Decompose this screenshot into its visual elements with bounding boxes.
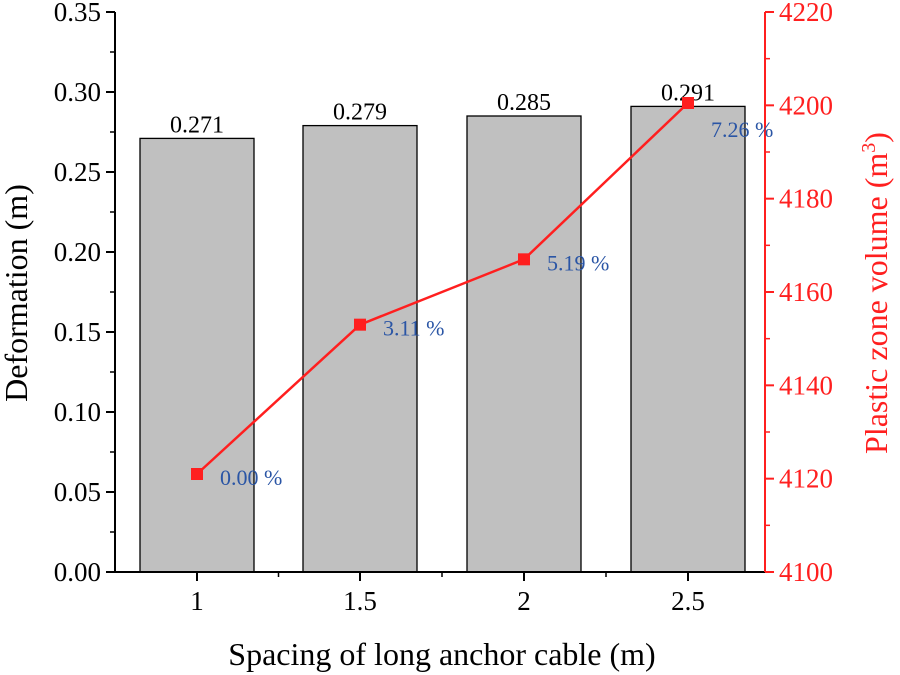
y-axis-right-title-close: ) bbox=[858, 132, 894, 143]
line-percent-label: 7.26 % bbox=[711, 117, 773, 142]
x-tick-label: 2 bbox=[517, 586, 531, 616]
y-axis-left-title: Deformation (m) bbox=[0, 184, 34, 402]
y-right-tick-label: 4120 bbox=[779, 464, 833, 494]
y-left-tick-label: 0.30 bbox=[54, 77, 101, 107]
line-percent-label: 0.00 % bbox=[220, 465, 282, 490]
y-left-tick-label: 0.00 bbox=[54, 557, 101, 587]
bar-2.5 bbox=[630, 105, 746, 573]
bar-labels-layer: 0.271 0.279 0.285 0.291 bbox=[170, 80, 715, 138]
y-axis-right-title: Plastic zone volume (m3) bbox=[858, 132, 894, 454]
line-marker-2 bbox=[518, 253, 530, 266]
plastic-zone-line bbox=[196, 102, 689, 475]
y-left-tick-label: 0.25 bbox=[54, 157, 101, 187]
bar-value-label: 0.279 bbox=[333, 100, 387, 126]
y-axis-right-title-main: Plastic zone volume (m bbox=[858, 153, 894, 454]
y-left-tick-label: 0.35 bbox=[54, 0, 101, 27]
bar-2 bbox=[466, 115, 582, 573]
y-right-tick-label: 4200 bbox=[779, 90, 833, 120]
bar-value-label: 0.285 bbox=[497, 90, 551, 116]
line-percent-label: 5.19 % bbox=[547, 250, 609, 275]
line-layer bbox=[191, 97, 694, 480]
x-axis-title: Spacing of long anchor cable (m) bbox=[228, 636, 655, 672]
x-tick-label: 2.5 bbox=[671, 586, 705, 616]
y-left-tick-label: 0.15 bbox=[54, 317, 101, 347]
y-left-tick-label: 0.05 bbox=[54, 477, 101, 507]
bar-1.5 bbox=[302, 124, 418, 573]
y-right-tick-label: 4100 bbox=[779, 557, 833, 587]
y-right-tick-label: 4140 bbox=[779, 370, 833, 400]
pct-labels-layer: 0.00 % 3.11 % 5.19 % 7.26 % bbox=[220, 117, 773, 490]
bars-layer bbox=[139, 105, 746, 573]
bar-value-label: 0.271 bbox=[170, 112, 224, 138]
y-axis-right-title-sup: 3 bbox=[858, 143, 880, 153]
line-marker-2.5 bbox=[682, 97, 694, 109]
y-left-tick-label: 0.20 bbox=[54, 237, 101, 267]
line-percent-label: 3.11 % bbox=[383, 316, 445, 341]
line-marker-1 bbox=[191, 468, 203, 480]
y-right-tick-label: 4220 bbox=[779, 0, 833, 27]
line-marker-1.5 bbox=[354, 318, 366, 331]
axes-layer: 0.00 0.05 0.10 0.15 0.20 0.25 0.30 0.35 4100 4120… bbox=[54, 0, 833, 616]
bar-1 bbox=[139, 137, 255, 573]
y-left-tick-label: 0.10 bbox=[54, 397, 101, 427]
x-tick-label: 1 bbox=[190, 586, 204, 616]
y-right-tick-label: 4180 bbox=[779, 184, 833, 214]
x-tick-label: 1.5 bbox=[343, 586, 377, 616]
y-right-tick-label: 4160 bbox=[779, 277, 833, 307]
